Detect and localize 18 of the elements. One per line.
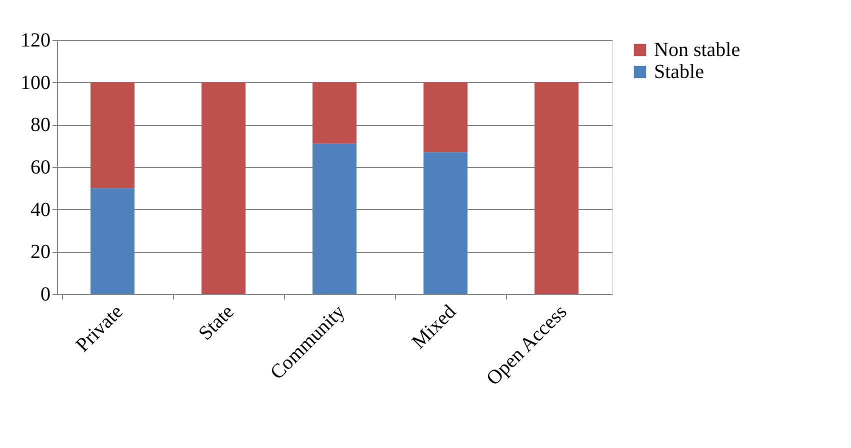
x-tick-label: State (194, 300, 238, 345)
y-tick-label: 20 (30, 241, 50, 264)
y-tick-label: 60 (30, 156, 50, 178)
bar (424, 152, 468, 294)
y-tick-label: 100 (20, 72, 50, 94)
legend-label: Non stable (654, 39, 740, 61)
bar (202, 82, 246, 294)
y-tick-label: 120 (20, 30, 50, 52)
legend-label: Stable (654, 61, 704, 83)
bar (90, 188, 134, 294)
bar (424, 82, 468, 152)
y-tick-label: 40 (30, 198, 50, 221)
y-tick-label: 80 (30, 114, 50, 136)
bar (312, 144, 356, 294)
bar (312, 82, 356, 144)
bar (90, 82, 134, 188)
bar (534, 82, 578, 294)
y-tick-label: 0 (40, 284, 50, 306)
